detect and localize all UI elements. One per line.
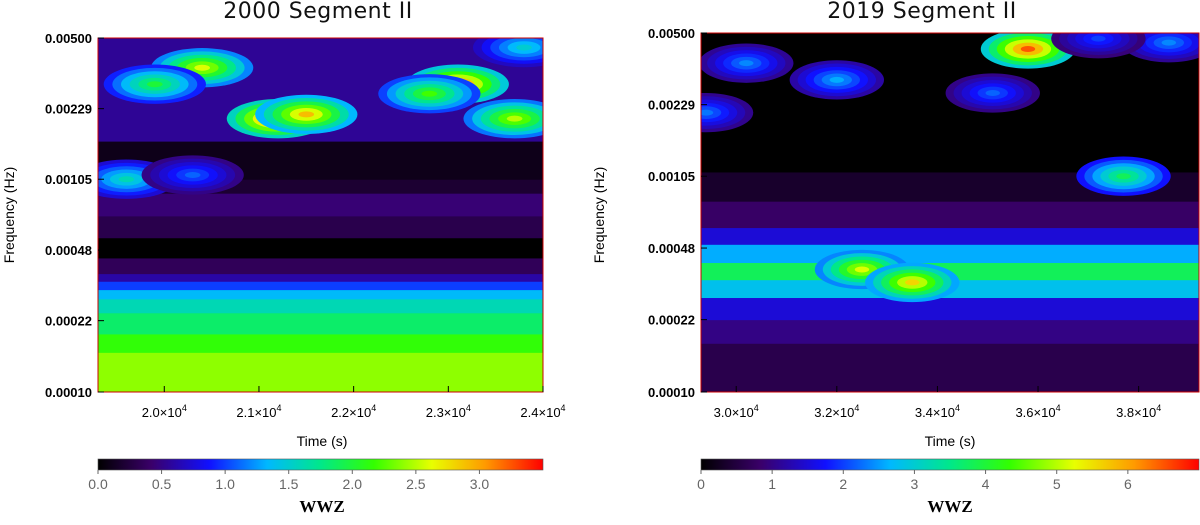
- panel-2000: 2000 Segment II 0.005000.002290.001050.0…: [1, 0, 566, 516]
- heatmap-blob: [945, 73, 1040, 113]
- heatmap-blob: [472, 38, 543, 68]
- y-tick-label: 0.00048: [648, 241, 695, 256]
- heatmap-blob: [463, 99, 543, 139]
- y-axis-ticks: 0.00500 0.00229 0.00105 0.00048 0.00022 0.000…: [648, 26, 707, 400]
- y-axis-ticks: 0.00500 0.00229 0.00105 0.00048 0.00022 0.000…: [45, 31, 104, 400]
- x-tick-label: 2.3×104: [426, 403, 471, 420]
- x-tick-label: 3.8×104: [1116, 403, 1161, 420]
- heatmap-band: [98, 333, 543, 353]
- heatmap-blob: [1121, 33, 1199, 63]
- heatmap-blob: [1076, 156, 1171, 196]
- colorbar-tick-label: 5: [1053, 476, 1061, 492]
- colorbar-tick-label: 0.5: [152, 476, 172, 492]
- y-tick-label: 0.00048: [45, 243, 92, 258]
- chart-title: 2019 Segment II: [827, 0, 1016, 24]
- colorbar-tick-label: 0.0: [88, 476, 108, 492]
- colorbar-tick-label: 3: [911, 476, 919, 492]
- x-tick-label: 2.4×104: [520, 403, 565, 420]
- heatmap-blob: [141, 155, 244, 195]
- x-tick-label: 3.6×104: [1015, 403, 1060, 420]
- x-tick-label: 3.2×104: [814, 403, 859, 420]
- x-axis-ticks: 3.0×104 3.2×104 3.4×104 3.6×104 3.8×104: [714, 386, 1161, 420]
- heatmap-blob: [701, 92, 754, 133]
- colorbar-tick-label: 1.0: [215, 476, 235, 492]
- heatmap-blob: [980, 33, 1076, 69]
- heatmap-band: [701, 343, 1199, 392]
- colorbar-tick-label: 0: [697, 476, 705, 492]
- y-tick-label: 0.00105: [648, 169, 695, 184]
- heatmap-band: [98, 193, 543, 217]
- colorbar-ticks: 0.0 0.5 1.0 1.5 2.0 2.5 3.0: [88, 470, 489, 492]
- y-tick-label: 0.00010: [648, 385, 695, 400]
- chart-title: 2000 Segment II: [223, 0, 412, 24]
- heatmap-blob: [151, 48, 254, 88]
- heatmap-band: [98, 215, 543, 239]
- colorbar-tick-label: 4: [982, 476, 990, 492]
- heatmap-band: [98, 273, 543, 282]
- y-tick-label: 0.00105: [45, 172, 92, 187]
- heatmap-band: [701, 227, 1199, 245]
- heatmap-band: [98, 237, 543, 259]
- heatmap-blob: [701, 43, 794, 83]
- heatmap-band: [98, 281, 543, 291]
- colorbar-tick-label: 2.5: [406, 476, 426, 492]
- x-tick-label: 2.0×104: [142, 403, 187, 420]
- y-tick-label: 0.00022: [45, 314, 92, 329]
- colorbar: [700, 458, 1200, 471]
- heatmap-blob: [255, 94, 358, 135]
- heatmap-band: [701, 201, 1199, 229]
- heatmap-band: [701, 244, 1199, 264]
- y-tick-label: 0.00500: [45, 31, 92, 46]
- x-tick-label: 2.1×104: [236, 403, 281, 420]
- x-tick-label: 3.0×104: [714, 403, 759, 420]
- colorbar-tick-label: 1.5: [279, 476, 299, 492]
- heatmap-band: [98, 298, 543, 314]
- plot-frame: [97, 37, 544, 393]
- heatmap-blob: [378, 74, 481, 114]
- colorbar: [97, 458, 544, 471]
- y-axis-label: Frequency (Hz): [1, 167, 17, 263]
- colorbar-tick-label: 3.0: [470, 476, 490, 492]
- plot-frame: [700, 32, 1200, 393]
- y-tick-label: 0.00229: [648, 98, 695, 113]
- heatmap-blob: [865, 262, 960, 303]
- x-tick-label: 3.4×104: [915, 403, 960, 420]
- colorbar-tick-label: 1: [768, 476, 776, 492]
- colorbar-tick-label: 2: [839, 476, 847, 492]
- heatmap-band: [701, 297, 1199, 321]
- colorbar-label: WWZ: [299, 497, 344, 516]
- colorbar-label: WWZ: [927, 497, 972, 516]
- y-axis-label: Frequency (Hz): [591, 167, 607, 263]
- heatmap-blob: [103, 64, 206, 104]
- colorbar-ticks: 0 1 2 3 4 5 6: [697, 470, 1132, 492]
- y-tick-label: 0.00229: [45, 102, 92, 117]
- x-axis-ticks: 2.0×104 2.1×104 2.2×104 2.3×104 2.4×104: [142, 386, 566, 420]
- panel-2019: 2019 Segment II 0.005000.002290.001050.0…: [591, 0, 1200, 516]
- heatmap-blob: [1051, 33, 1146, 59]
- heatmap-blob: [789, 60, 885, 100]
- x-axis-label: Time (s): [297, 433, 348, 449]
- heatmap-area: [98, 38, 543, 392]
- colorbar-tick-label: 2.0: [343, 476, 363, 492]
- heatmap-band: [98, 352, 543, 392]
- heatmap-band: [98, 312, 543, 335]
- heatmap-band: [98, 289, 543, 300]
- x-axis-label: Time (s): [925, 433, 976, 449]
- colorbar-tick-label: 6: [1124, 476, 1132, 492]
- heatmap-band: [98, 257, 543, 275]
- x-tick-label: 2.2×104: [331, 403, 376, 420]
- y-tick-label: 0.00500: [648, 26, 695, 41]
- heatmap-band: [701, 319, 1199, 344]
- y-tick-label: 0.00022: [648, 313, 695, 328]
- heatmap-area: [701, 33, 1199, 392]
- y-tick-label: 0.00010: [45, 385, 92, 400]
